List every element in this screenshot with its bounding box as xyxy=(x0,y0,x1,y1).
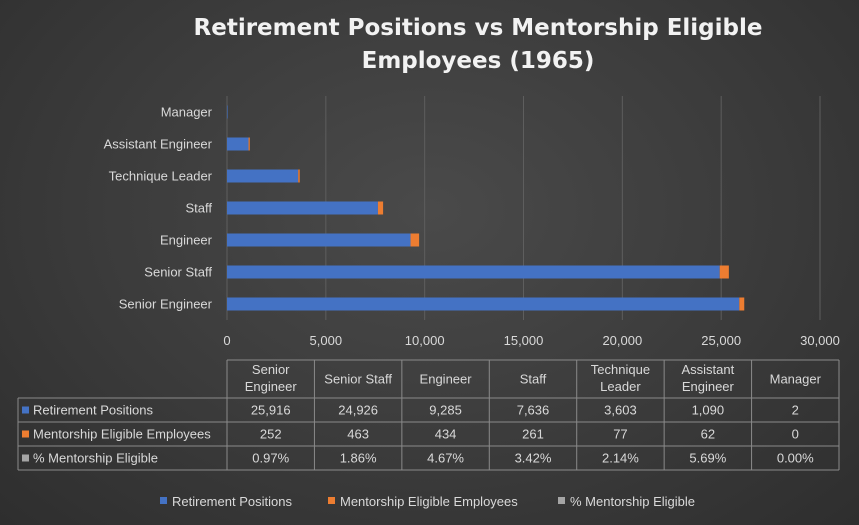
table-cell: 434 xyxy=(435,427,457,442)
table-header: Technique xyxy=(591,362,650,377)
legend-label: Retirement Positions xyxy=(172,494,292,509)
bar-retirement-positions xyxy=(227,105,228,119)
table-cell: 3,603 xyxy=(604,403,637,418)
table-row-label: Retirement Positions xyxy=(33,403,153,418)
table-cell: 261 xyxy=(522,427,544,442)
table-header: Engineer xyxy=(245,379,298,394)
table-header: Staff xyxy=(520,372,547,387)
table-row-label: Mentorship Eligible Employees xyxy=(33,427,211,442)
table-header: Senior Staff xyxy=(324,372,392,387)
x-tick-label: 5,000 xyxy=(310,333,343,348)
table-cell: 4.67% xyxy=(427,451,464,466)
table-cell: 25,916 xyxy=(251,403,291,418)
table-legend-key xyxy=(22,430,29,438)
table-header: Leader xyxy=(600,379,641,394)
bar-mentorship-eligible xyxy=(248,137,250,151)
category-label: Technique Leader xyxy=(109,169,213,184)
bar-retirement-positions xyxy=(227,137,249,151)
category-label: Staff xyxy=(185,201,212,216)
table-cell: 5.69% xyxy=(689,451,726,466)
category-label: Manager xyxy=(161,105,213,120)
legend-key xyxy=(328,497,335,504)
category-label: Engineer xyxy=(160,233,213,248)
legend-label: Mentorship Eligible Employees xyxy=(340,494,518,509)
table-cell: 9,285 xyxy=(429,403,462,418)
table-cell: 24,926 xyxy=(338,403,378,418)
bar-mentorship-eligible xyxy=(377,201,384,215)
x-tick-label: 25,000 xyxy=(701,333,741,348)
table-legend-key xyxy=(22,406,29,414)
chart-title-line: Retirement Positions vs Mentorship Eligi… xyxy=(194,15,763,41)
category-label: Senior Engineer xyxy=(119,297,213,312)
bar-mentorship-eligible xyxy=(739,297,745,311)
table-header: Assistant xyxy=(681,362,734,377)
table-cell: 0.97% xyxy=(252,451,289,466)
table-legend-key xyxy=(22,454,29,462)
bar-mentorship-eligible xyxy=(410,233,420,247)
bar-retirement-positions xyxy=(227,233,411,247)
legend-key xyxy=(558,497,565,504)
bar-mentorship-eligible xyxy=(719,265,729,279)
x-tick-label: 30,000 xyxy=(800,333,840,348)
category-label: Senior Staff xyxy=(144,265,212,280)
table-cell: 1.86% xyxy=(340,451,377,466)
x-tick-label: 0 xyxy=(223,333,230,348)
x-tick-label: 10,000 xyxy=(405,333,445,348)
table-header: Senior xyxy=(252,362,290,377)
table-header: Manager xyxy=(770,372,822,387)
table-cell: 62 xyxy=(701,427,715,442)
table-header: Engineer xyxy=(682,379,735,394)
bar-retirement-positions xyxy=(227,297,740,311)
x-tick-label: 15,000 xyxy=(504,333,544,348)
bar-mentorship-eligible xyxy=(298,169,300,183)
legend-label: % Mentorship Eligible xyxy=(570,494,695,509)
table-cell: 0 xyxy=(792,427,799,442)
bar-retirement-positions xyxy=(227,265,720,279)
table-cell: 7,636 xyxy=(517,403,550,418)
table-header: Engineer xyxy=(420,372,473,387)
table-cell: 77 xyxy=(613,427,627,442)
table-cell: 2.14% xyxy=(602,451,639,466)
bar-retirement-positions xyxy=(227,201,378,215)
table-row-label: % Mentorship Eligible xyxy=(33,451,158,466)
legend-key xyxy=(160,497,167,504)
table-cell: 0.00% xyxy=(777,451,814,466)
table-cell: 3.42% xyxy=(515,451,552,466)
table-cell: 2 xyxy=(792,403,799,418)
chart-title-line: Employees (1965) xyxy=(362,48,595,74)
table-cell: 463 xyxy=(347,427,369,442)
category-label: Assistant Engineer xyxy=(104,137,213,152)
table-cell: 252 xyxy=(260,427,282,442)
bar-retirement-positions xyxy=(227,169,299,183)
x-tick-label: 20,000 xyxy=(602,333,642,348)
table-cell: 1,090 xyxy=(692,403,725,418)
